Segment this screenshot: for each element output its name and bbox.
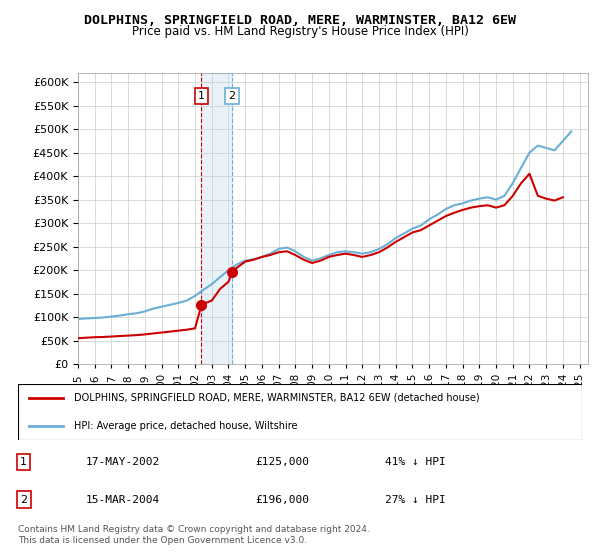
Text: £125,000: £125,000	[255, 457, 309, 467]
Text: 2: 2	[20, 494, 27, 505]
Text: 17-MAY-2002: 17-MAY-2002	[86, 457, 160, 467]
Text: 1: 1	[198, 91, 205, 101]
Text: DOLPHINS, SPRINGFIELD ROAD, MERE, WARMINSTER, BA12 6EW: DOLPHINS, SPRINGFIELD ROAD, MERE, WARMIN…	[84, 14, 516, 27]
Text: 1: 1	[20, 457, 27, 467]
Text: DOLPHINS, SPRINGFIELD ROAD, MERE, WARMINSTER, BA12 6EW (detached house): DOLPHINS, SPRINGFIELD ROAD, MERE, WARMIN…	[74, 393, 480, 403]
Text: 15-MAR-2004: 15-MAR-2004	[86, 494, 160, 505]
Text: Price paid vs. HM Land Registry's House Price Index (HPI): Price paid vs. HM Land Registry's House …	[131, 25, 469, 38]
Text: 41% ↓ HPI: 41% ↓ HPI	[385, 457, 445, 467]
Bar	[202, 73, 232, 364]
Text: HPI: Average price, detached house, Wiltshire: HPI: Average price, detached house, Wilt…	[74, 421, 298, 431]
FancyBboxPatch shape	[18, 384, 582, 440]
Text: 27% ↓ HPI: 27% ↓ HPI	[385, 494, 445, 505]
Text: Contains HM Land Registry data © Crown copyright and database right 2024.
This d: Contains HM Land Registry data © Crown c…	[18, 525, 370, 545]
Text: £196,000: £196,000	[255, 494, 309, 505]
Text: 2: 2	[229, 91, 236, 101]
